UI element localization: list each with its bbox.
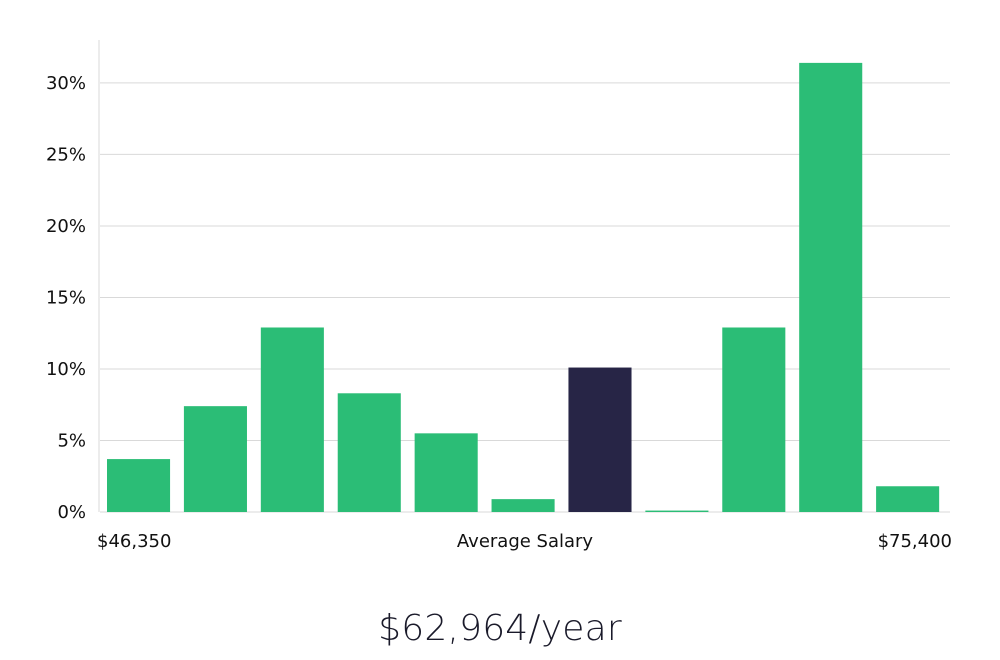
y-tick-label: 20% <box>46 216 86 237</box>
bar <box>491 499 555 512</box>
bar <box>799 62 863 512</box>
bar <box>183 406 247 512</box>
y-tick-label: 25% <box>46 144 86 165</box>
bar <box>414 433 478 512</box>
bar <box>645 510 709 512</box>
bar <box>337 393 401 512</box>
salary-distribution-chart: 0% 5% 10% 15% 20% 25% 30% $46,350 Average Sala… <box>46 40 952 552</box>
bar <box>260 327 324 512</box>
y-tick-label: 5% <box>57 430 86 451</box>
y-tick-label: 30% <box>46 73 86 94</box>
bar <box>107 459 171 512</box>
bar-average-salary <box>568 367 632 512</box>
x-label-min: $46,350 <box>97 531 171 552</box>
x-label-center: Average Salary <box>457 531 594 552</box>
bar <box>722 327 786 512</box>
x-label-max: $75,400 <box>878 531 952 552</box>
y-tick-label: 0% <box>57 502 86 523</box>
y-tick-label: 15% <box>46 287 86 308</box>
y-tick-label: 10% <box>46 359 86 380</box>
y-axis-ticks: 0% 5% 10% 15% 20% 25% 30% <box>46 73 86 523</box>
bars <box>107 62 940 512</box>
bar <box>876 486 940 512</box>
average-salary-headline: $62,964/year <box>378 608 622 649</box>
